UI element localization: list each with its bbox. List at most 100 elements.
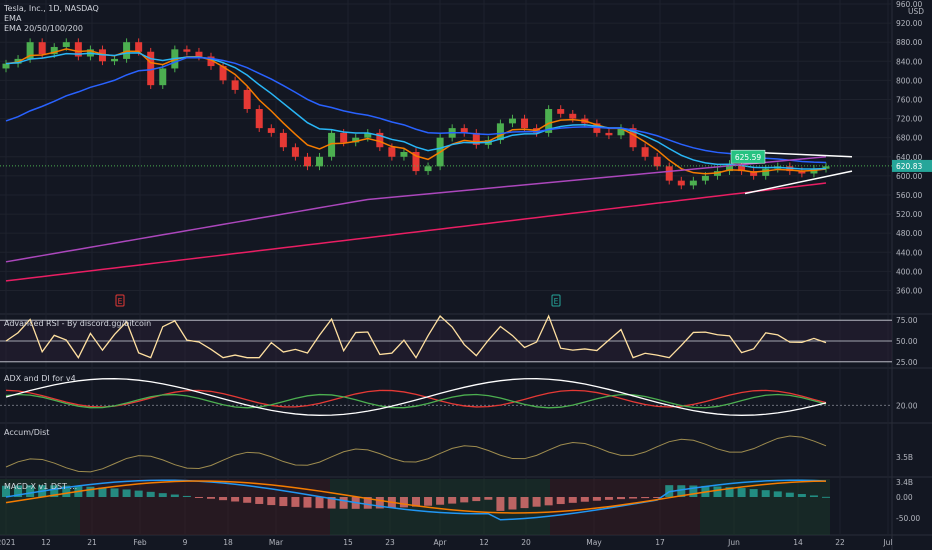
macd-histogram-bar (448, 497, 457, 504)
candle-body (412, 152, 420, 172)
candle-body (352, 137, 360, 143)
candle-body (195, 51, 203, 57)
last-price-badge-text: 620.83 (896, 162, 922, 171)
accum-dist-pane[interactable] (5, 435, 827, 473)
candle-body (460, 128, 468, 133)
price-tick-label: 840.00 (896, 57, 922, 66)
macd-histogram-bar (291, 497, 300, 507)
macd-histogram-bar (363, 497, 372, 509)
price-tick-label: 600.00 (896, 172, 922, 181)
candle-body (701, 175, 709, 181)
price-tick-label: 920.00 (896, 19, 922, 28)
macd-histogram-bar (146, 491, 155, 497)
time-tick-label: 17 (655, 538, 665, 547)
support-trendline (744, 170, 853, 195)
rsi-tick-label: 25.00 (896, 358, 918, 367)
macd-histogram-bar (170, 494, 179, 497)
candle-body (303, 156, 311, 167)
time-tick-label: 14 (793, 538, 803, 547)
candle-body (617, 128, 625, 136)
time-axis[interactable]: 2021 12 21 Feb 9 18 Mar 15 23 Apr 12 20 May 17 Jun 14 22… (0, 538, 893, 547)
macd-histogram-bar (725, 487, 734, 497)
ema-purple-line (5, 156, 827, 263)
candle-body (147, 51, 155, 86)
macd-histogram-bar (26, 485, 35, 497)
macd-histogram-bar (472, 497, 481, 502)
candle-body (328, 132, 336, 157)
candle-body (267, 128, 275, 133)
macd-histogram-bar (327, 497, 336, 509)
candle-body (545, 109, 553, 133)
time-tick-label: 9 (183, 538, 188, 547)
candle-body (50, 46, 58, 55)
candle-body (26, 42, 34, 59)
candle-body (400, 152, 408, 157)
candle-body (810, 168, 818, 174)
candle-body (762, 168, 770, 176)
price-tick-label: 960.00 (896, 0, 922, 9)
macd-histogram-bar (375, 497, 384, 509)
adx-pane-title[interactable]: ADX and DI for v4 (4, 374, 76, 383)
candle-body (243, 89, 251, 110)
macd-tick-label: 0.00 (896, 493, 913, 502)
candle-body (364, 132, 372, 138)
macd-histogram-bar (50, 485, 59, 497)
price-axis[interactable]: 960.00 920.00 880.00 840.00 800.00 760.00 720.… (892, 0, 932, 523)
time-tick-label: 22 (835, 538, 845, 547)
accum-dist-line (5, 435, 827, 473)
macd-histogram-bar (194, 497, 203, 498)
candle-body (388, 147, 396, 157)
candle-body (750, 171, 758, 176)
candle-body (159, 68, 167, 86)
macd-histogram-bar (544, 497, 553, 506)
macd-histogram-bar (617, 497, 625, 500)
candle-body (738, 163, 746, 172)
macd-pane[interactable] (0, 479, 830, 535)
macd-histogram-bar (424, 497, 433, 506)
rsi-pane-title[interactable]: Advanced RSI - By discord.gg/bitcoin (4, 319, 152, 328)
rsi-pane[interactable] (0, 314, 892, 363)
macd-histogram-bar (785, 492, 794, 497)
candle-body (376, 132, 384, 148)
accum-dist-pane-title[interactable]: Accum/Dist (4, 428, 50, 437)
macd-histogram-bar (207, 497, 215, 499)
time-tick-label: 12 (41, 538, 51, 547)
price-tick-label: 360.00 (896, 286, 922, 295)
time-tick-label: 15 (343, 538, 353, 547)
macd-pane-title[interactable]: MACD-X v1 DST ... (4, 482, 78, 491)
macd-histogram-bar (98, 487, 107, 497)
earnings-marker-label: E (554, 297, 559, 306)
macd-histogram-bar (496, 497, 505, 511)
candle-body (508, 118, 516, 124)
candle-body (726, 163, 734, 172)
ema-legend-2[interactable]: EMA 20/50/100/200 (4, 24, 83, 33)
time-tick-label: 20 (521, 538, 531, 547)
macd-histogram-bar (436, 497, 445, 505)
time-tick-label: Feb (133, 538, 147, 547)
time-tick-label: May (586, 538, 602, 547)
macd-histogram-bar (592, 497, 601, 501)
macd-histogram-bar (134, 490, 143, 497)
macd-tick-label: -50.00 (896, 514, 920, 523)
macd-histogram-bar (520, 497, 529, 509)
time-tick-label: Mar (269, 538, 284, 547)
macd-histogram-bar (2, 485, 10, 497)
candle-body (62, 42, 70, 47)
macd-histogram-bar (412, 497, 420, 507)
ema-legend-1[interactable]: EMA (4, 14, 22, 23)
candle-body (340, 132, 348, 143)
price-tick-label: 800.00 (896, 76, 922, 85)
candle-body (472, 132, 480, 145)
adx-line (5, 378, 827, 416)
macd-histogram-bar (231, 497, 240, 502)
price-pane[interactable]: 625.59 E E (0, 38, 892, 307)
macd-histogram-bar (556, 497, 565, 505)
candle-body (557, 109, 565, 114)
ema-200-line (5, 182, 827, 282)
adx-pane[interactable] (0, 378, 892, 416)
macd-histogram-bar (653, 497, 662, 498)
earnings-marker-label: E (118, 297, 123, 306)
candle-body (569, 113, 577, 119)
